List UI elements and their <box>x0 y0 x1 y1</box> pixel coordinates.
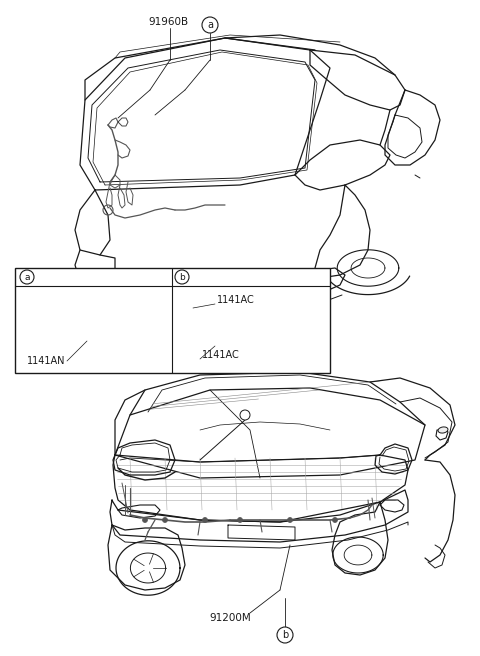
Circle shape <box>238 518 242 522</box>
Circle shape <box>333 518 337 522</box>
Circle shape <box>163 518 168 522</box>
Bar <box>15 268 330 373</box>
Circle shape <box>202 17 218 33</box>
Circle shape <box>143 518 147 522</box>
Text: 1141AC: 1141AC <box>217 295 255 305</box>
Text: 91960B: 91960B <box>148 17 188 27</box>
Text: 91200M: 91200M <box>209 613 251 623</box>
Circle shape <box>85 334 95 344</box>
Text: 1141AN: 1141AN <box>27 356 65 366</box>
Circle shape <box>203 518 207 522</box>
Ellipse shape <box>438 427 448 433</box>
Circle shape <box>175 270 189 284</box>
Text: a: a <box>24 272 30 281</box>
Circle shape <box>277 627 293 643</box>
Circle shape <box>209 334 221 346</box>
Circle shape <box>288 518 292 522</box>
Circle shape <box>20 270 34 284</box>
Circle shape <box>240 410 250 420</box>
Text: b: b <box>179 272 185 281</box>
Text: a: a <box>207 20 213 30</box>
Text: b: b <box>282 630 288 640</box>
Text: 1141AC: 1141AC <box>202 350 240 360</box>
